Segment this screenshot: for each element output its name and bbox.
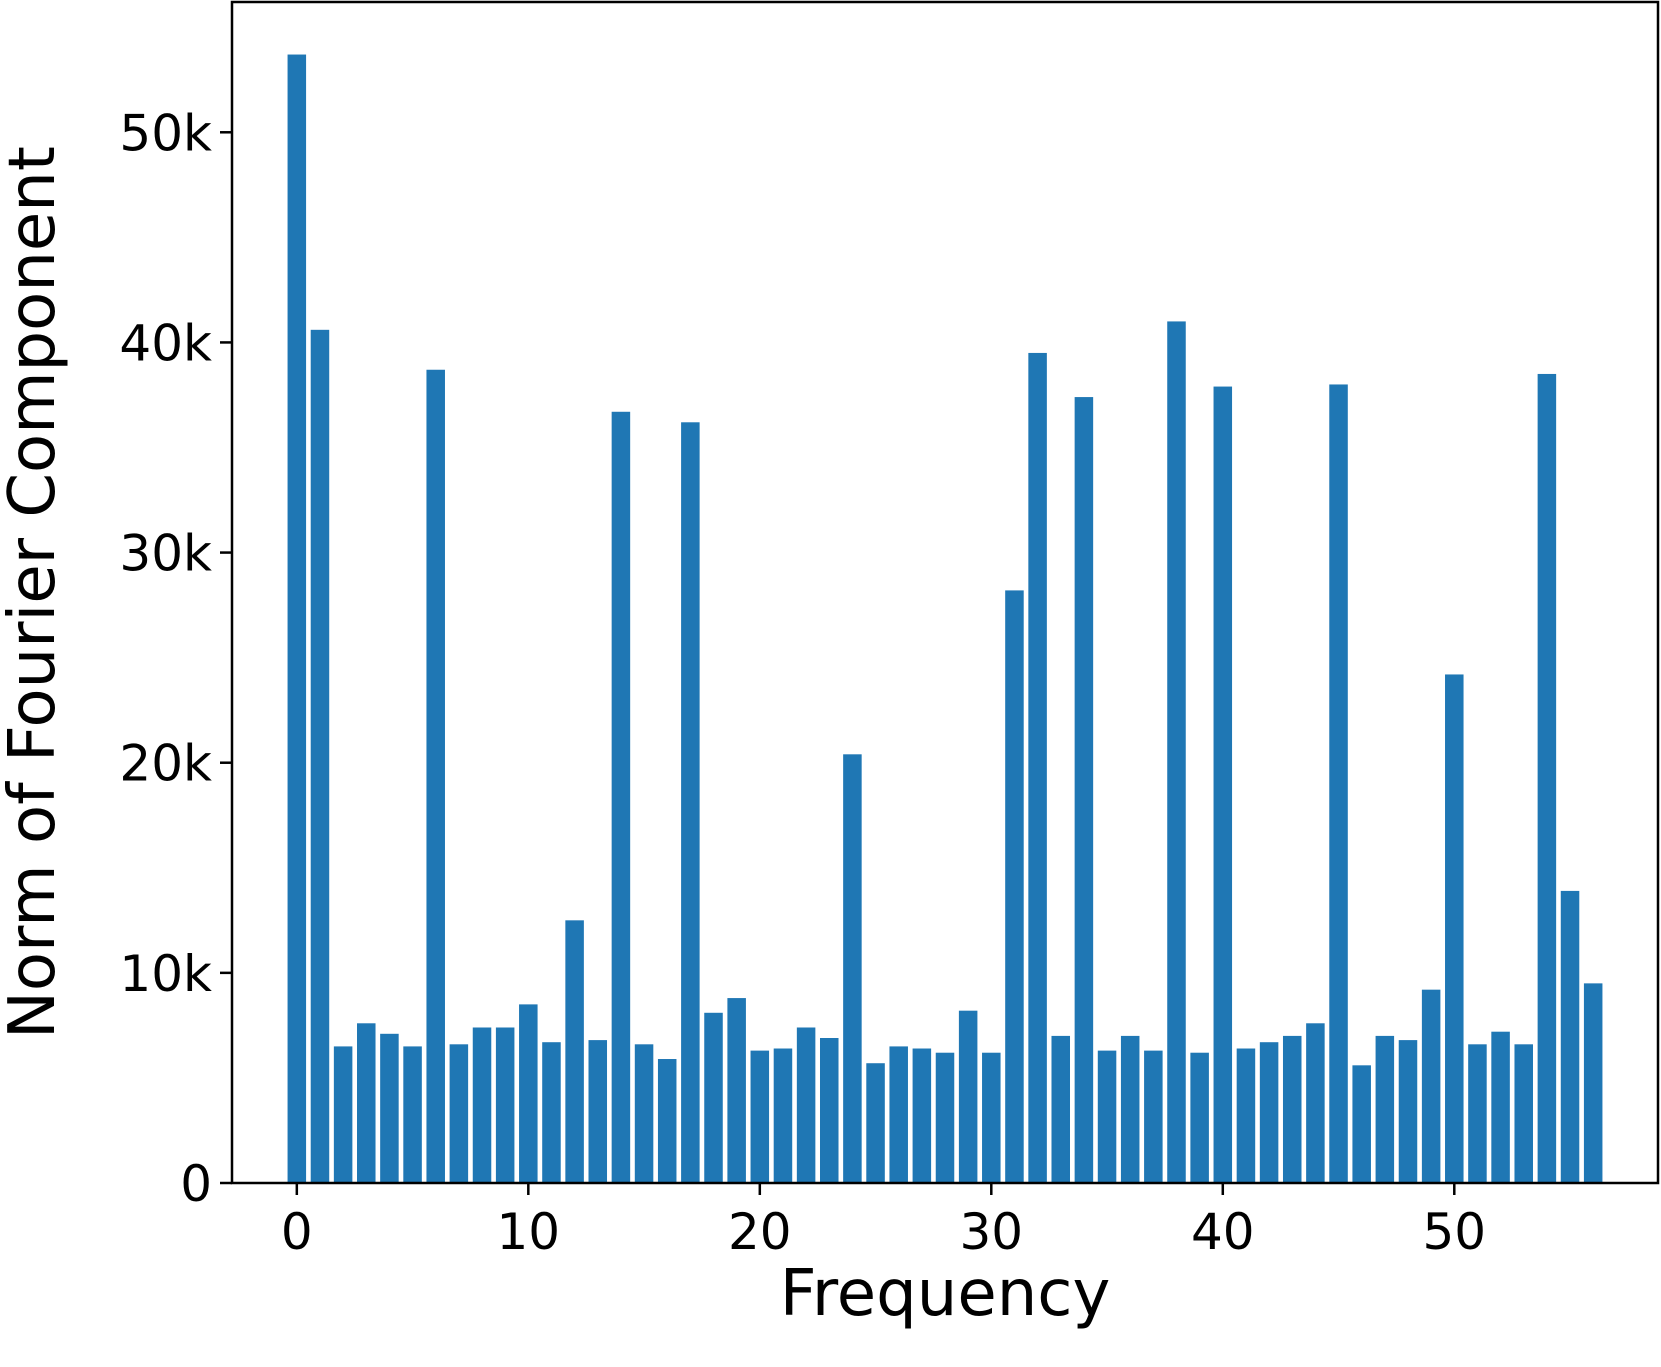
bar xyxy=(1329,384,1348,1183)
bars-layer xyxy=(287,54,1603,1184)
bar xyxy=(1190,1052,1209,1183)
bar xyxy=(380,1033,399,1183)
bar xyxy=(750,1050,770,1183)
bar xyxy=(843,754,862,1183)
bar xyxy=(935,1052,955,1183)
bar xyxy=(1560,890,1580,1183)
bar xyxy=(333,1046,353,1183)
bar xyxy=(1144,1050,1163,1183)
bar xyxy=(1236,1048,1256,1183)
bar xyxy=(1259,1042,1279,1183)
bar xyxy=(472,1027,492,1183)
bar xyxy=(403,1046,422,1183)
bar xyxy=(542,1042,561,1183)
bar xyxy=(1097,1050,1117,1183)
bar xyxy=(819,1038,839,1183)
bar xyxy=(1375,1035,1395,1183)
bar xyxy=(426,369,445,1183)
x-tick-label: 20 xyxy=(728,1203,792,1261)
bar xyxy=(1028,352,1047,1183)
bar xyxy=(704,1012,723,1183)
bar xyxy=(958,1010,978,1183)
bar xyxy=(1074,397,1094,1183)
x-tick-label: 0 xyxy=(281,1203,313,1261)
x-axis-label: Frequency xyxy=(780,1257,1111,1331)
bar xyxy=(519,1004,538,1183)
bar xyxy=(796,1027,816,1183)
bar xyxy=(1514,1044,1533,1183)
y-tick-label: 50k xyxy=(119,104,212,162)
bar xyxy=(1167,321,1186,1183)
bar xyxy=(1352,1065,1371,1183)
bar xyxy=(1282,1035,1302,1183)
bar xyxy=(889,1046,908,1183)
ticks-layer: 0 10 20 30 40 50 0 10k 20k 30k 40k 50k xyxy=(119,104,1486,1261)
bar xyxy=(1398,1040,1418,1183)
y-axis-label: Norm of Fourier Component xyxy=(0,146,70,1039)
y-tick-label: 20k xyxy=(119,735,212,793)
bar xyxy=(565,920,584,1183)
bar xyxy=(357,1023,376,1183)
bar xyxy=(773,1048,793,1183)
bar xyxy=(588,1040,608,1183)
y-tick-label: 30k xyxy=(119,525,212,583)
bar xyxy=(1120,1035,1140,1183)
bar xyxy=(912,1048,932,1183)
bar xyxy=(1445,674,1464,1183)
x-tick-label: 10 xyxy=(496,1203,560,1261)
bar xyxy=(727,998,746,1183)
bar xyxy=(1583,983,1603,1183)
bar xyxy=(1491,1031,1510,1183)
y-tick-label: 0 xyxy=(180,1155,212,1213)
bar xyxy=(287,54,307,1183)
bar xyxy=(1051,1035,1071,1183)
y-tick-label: 40k xyxy=(119,314,212,372)
bar xyxy=(1537,373,1557,1183)
bar xyxy=(866,1063,885,1183)
bar xyxy=(611,411,631,1183)
x-tick-label: 50 xyxy=(1422,1203,1486,1261)
bar xyxy=(1213,386,1233,1183)
bar xyxy=(1306,1023,1325,1183)
bar xyxy=(495,1027,515,1183)
bar xyxy=(657,1059,677,1183)
x-tick-label: 40 xyxy=(1191,1203,1255,1261)
bar xyxy=(1005,590,1024,1183)
bar xyxy=(310,329,330,1184)
bar xyxy=(1468,1044,1487,1183)
bar xyxy=(1421,989,1441,1183)
bar xyxy=(982,1052,1001,1183)
bar xyxy=(681,422,700,1184)
y-tick-label: 10k xyxy=(119,945,212,1003)
plot-frame xyxy=(230,0,1660,1185)
x-tick-label: 30 xyxy=(959,1203,1023,1261)
bar xyxy=(634,1044,654,1183)
bar xyxy=(449,1044,469,1183)
